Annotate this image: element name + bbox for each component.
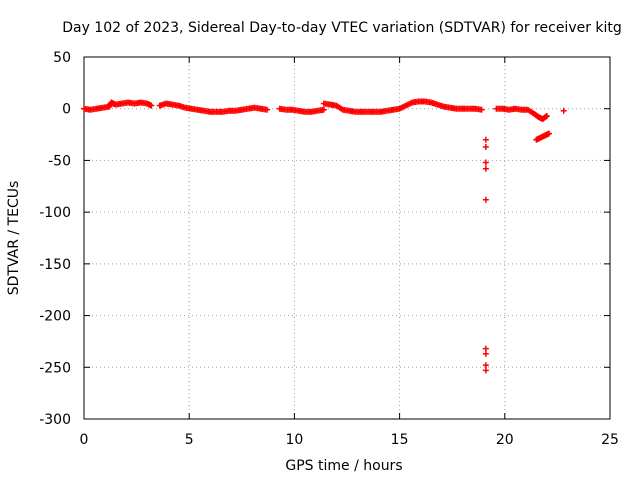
x-tick-label: 0 [80, 432, 89, 448]
data-point [482, 345, 489, 352]
data-point [542, 113, 549, 120]
x-tick-label: 10 [285, 432, 303, 448]
x-tick-label: 5 [185, 432, 194, 448]
data-series [81, 98, 567, 374]
y-tick-label: -100 [39, 205, 71, 221]
y-tick-label: -250 [39, 360, 71, 376]
data-point [482, 196, 489, 203]
y-tick-label: -200 [39, 309, 71, 325]
y-tick-label: -300 [39, 412, 71, 428]
grid [84, 57, 610, 419]
y-tick-label: 50 [53, 50, 71, 66]
plot-frame [83, 56, 611, 420]
data-point [482, 143, 489, 150]
axis-ticks: 0 5 10 15 20 25 50 0 -50 -100 -150 -200 -250 -300 [39, 50, 619, 448]
chart-title: Day 102 of 2023, Sidereal Day-to-day VTE… [62, 20, 622, 36]
data-point [264, 106, 271, 113]
data-point [560, 107, 567, 114]
x-tick-label: 20 [496, 432, 514, 448]
data-point [482, 136, 489, 143]
y-tick-label: -150 [39, 257, 71, 273]
x-axis-label: GPS time / hours [285, 458, 402, 474]
y-tick-label: 0 [62, 102, 71, 118]
data-point [482, 159, 489, 166]
y-tick-label: -50 [48, 153, 71, 169]
data-point [482, 165, 489, 172]
data-point [478, 106, 485, 113]
data-point [148, 102, 155, 109]
data-point [482, 362, 489, 369]
x-tick-label: 25 [601, 432, 619, 448]
x-tick-label: 15 [391, 432, 409, 448]
data-point [543, 112, 550, 119]
data-point [482, 350, 489, 357]
data-point [482, 367, 489, 374]
data-point [320, 106, 327, 113]
data-point [545, 130, 552, 137]
y-axis-label: SDTVAR / TECUs [6, 181, 22, 296]
